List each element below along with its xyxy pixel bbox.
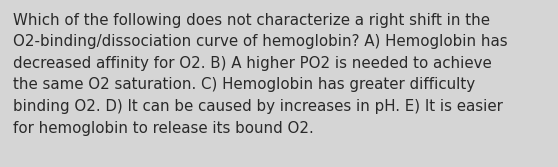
- Text: decreased affinity for O2. B) A higher PO2 is needed to achieve: decreased affinity for O2. B) A higher P…: [13, 56, 492, 71]
- Text: O2-binding/dissociation curve of hemoglobin? A) Hemoglobin has: O2-binding/dissociation curve of hemoglo…: [13, 35, 508, 49]
- Text: binding O2. D) It can be caused by increases in pH. E) It is easier: binding O2. D) It can be caused by incre…: [13, 99, 503, 114]
- Text: Which of the following does not characterize a right shift in the: Which of the following does not characte…: [13, 13, 490, 28]
- Text: the same O2 saturation. C) Hemoglobin has greater difficulty: the same O2 saturation. C) Hemoglobin ha…: [13, 77, 475, 93]
- Text: for hemoglobin to release its bound O2.: for hemoglobin to release its bound O2.: [13, 121, 314, 135]
